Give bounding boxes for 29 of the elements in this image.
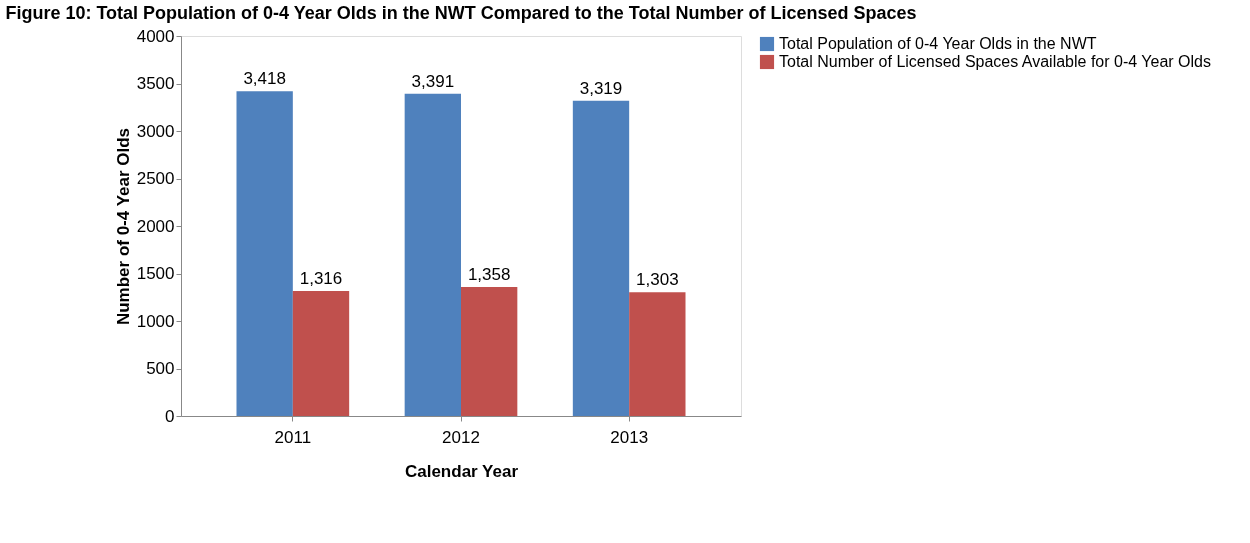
data-label: 1,316 bbox=[299, 268, 343, 288]
x-tick-label: 2012 bbox=[442, 427, 480, 447]
data-label: 3,391 bbox=[411, 71, 455, 91]
y-tick-label: 3000 bbox=[136, 121, 175, 141]
bar bbox=[404, 93, 461, 416]
y-tick-label: 4000 bbox=[136, 26, 175, 46]
y-tick-label: 2500 bbox=[136, 169, 175, 188]
bar bbox=[292, 290, 350, 416]
bar bbox=[572, 100, 630, 416]
y-axis-title: Number of 0-4 Year Olds bbox=[113, 127, 133, 326]
bar bbox=[236, 91, 293, 416]
x-axis-title: Calendar Year bbox=[404, 461, 519, 481]
y-tick-label: 1500 bbox=[136, 264, 175, 283]
bar bbox=[629, 292, 686, 416]
chart-title: Figure 10: Total Population of 0-4 Year Olds in the NWT Compared to the Total Number of Licensed Spaces bbox=[5, 3, 917, 23]
bar bbox=[461, 286, 518, 416]
legend-label: Total Number of Licensed Spaces Available for 0-4 Year Olds bbox=[779, 53, 1211, 70]
y-tick-label: 1000 bbox=[136, 311, 175, 331]
y-tick-label: 2000 bbox=[136, 216, 175, 236]
y-tick-label: 0 bbox=[165, 406, 175, 426]
x-tick-label: 2013 bbox=[610, 427, 649, 447]
data-label: 3,319 bbox=[579, 78, 623, 98]
data-label: 3,418 bbox=[243, 69, 286, 89]
y-tick-label: 500 bbox=[146, 359, 175, 378]
data-label: 1,358 bbox=[467, 264, 511, 284]
data-label: 1,303 bbox=[636, 270, 679, 290]
x-tick-label: 2011 bbox=[274, 427, 312, 447]
y-tick-label: 3500 bbox=[136, 74, 175, 93]
legend-label: Total Population of 0-4 Year Olds in the NWT bbox=[779, 35, 1097, 52]
